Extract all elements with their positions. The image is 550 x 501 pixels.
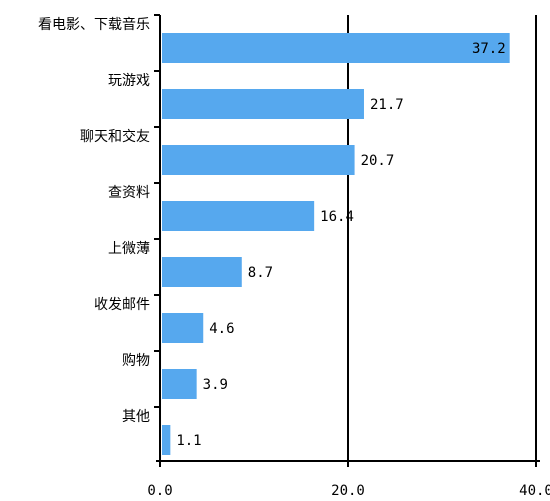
y-tick-label: 上微薄 [108, 241, 150, 257]
value-label: 3.9 [203, 377, 228, 393]
x-tick-label: 20.0 [331, 483, 365, 499]
y-tick-label: 看电影、下载音乐 [38, 16, 150, 33]
bar [162, 369, 197, 399]
bar [162, 257, 242, 287]
bar [162, 89, 364, 119]
x-tick-label: 0.0 [147, 483, 172, 499]
y-tick-label: 查资料 [108, 185, 150, 201]
value-label: 4.6 [209, 321, 234, 337]
x-tick-label: 40.0 [519, 483, 550, 499]
bar [162, 33, 510, 63]
bar [162, 425, 171, 455]
value-label: 8.7 [248, 265, 273, 281]
bar [162, 145, 355, 175]
bar [162, 313, 204, 343]
y-tick-label: 聊天和交友 [80, 128, 150, 145]
y-tick-label: 玩游戏 [108, 73, 150, 89]
value-label: 16.4 [320, 209, 354, 225]
value-label: 1.1 [176, 433, 201, 449]
value-label: 21.7 [370, 97, 404, 113]
y-tick-label: 收发邮件 [94, 297, 150, 313]
value-label: 37.2 [472, 41, 506, 57]
y-tick-label: 其他 [122, 409, 150, 425]
y-tick-label: 购物 [122, 353, 150, 369]
bar [162, 201, 315, 231]
value-label: 20.7 [361, 153, 395, 169]
